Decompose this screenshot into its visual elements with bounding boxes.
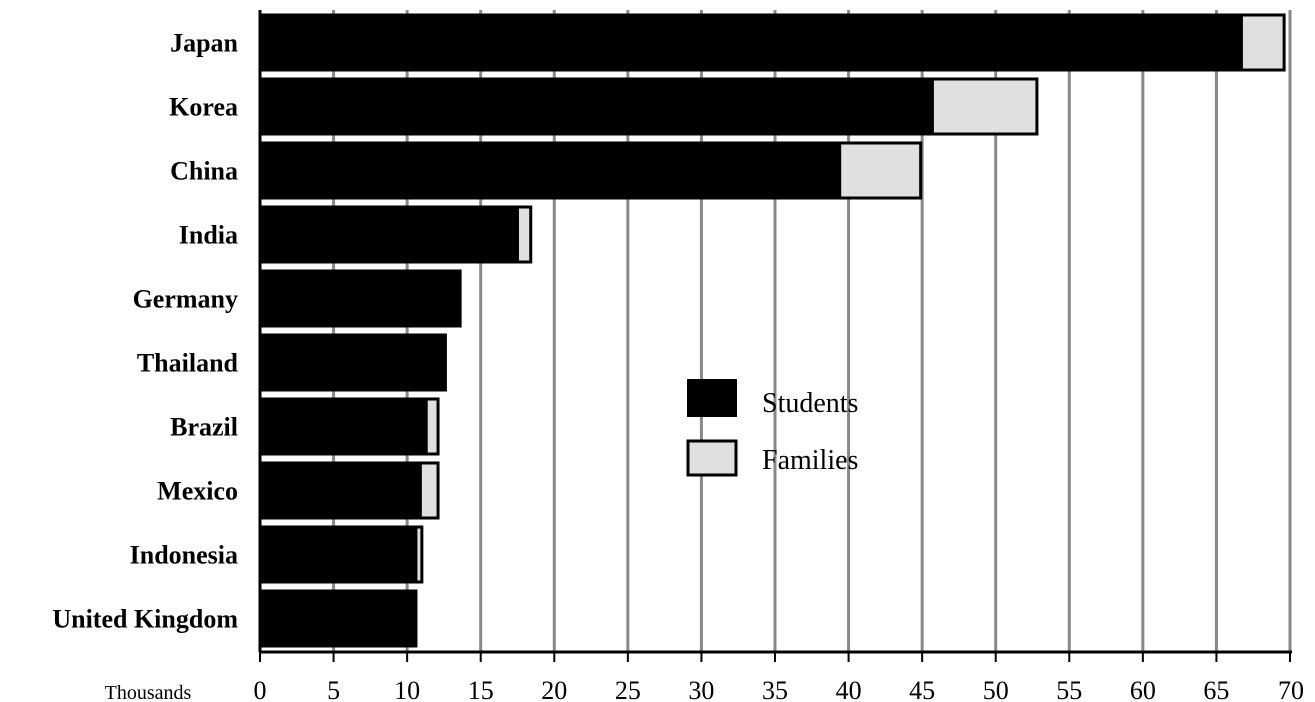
category-label: Mexico: [157, 477, 238, 506]
bar-families: [841, 143, 921, 198]
category-label: Indonesia: [130, 541, 238, 570]
legend-label-students: Students: [762, 388, 858, 419]
bar-students: [260, 271, 461, 326]
legend: Students Families: [686, 379, 858, 477]
legend-swatch-students: [687, 379, 737, 417]
bar-students: [260, 79, 934, 134]
x-axis-label: Thousands: [105, 682, 192, 702]
bar-students: [260, 399, 428, 454]
category-label: Brazil: [170, 413, 238, 442]
bar-families: [417, 527, 422, 582]
bar-students: [260, 335, 446, 390]
bar-students: [260, 15, 1243, 70]
bar-students: [260, 463, 422, 518]
bar-families: [421, 463, 439, 518]
category-label: Korea: [169, 93, 238, 122]
x-tick-label: 15: [468, 676, 494, 702]
bar-students: [260, 143, 842, 198]
bar-families: [933, 79, 1037, 134]
category-label: Japan: [170, 29, 238, 58]
bar-students: [260, 527, 418, 582]
bar-students: [260, 591, 416, 646]
bar-families: [518, 207, 531, 262]
bars: [258, 13, 1286, 648]
category-labels: Japan Korea China India Germany Thailand Brazi…: [52, 29, 238, 634]
category-label: United Kingdom: [52, 605, 238, 634]
bar-families: [1242, 15, 1285, 70]
x-tick-label: 0: [254, 676, 267, 702]
x-tick-label: 50: [983, 676, 1009, 702]
legend-swatch-families: [686, 439, 738, 477]
x-tick-label: 25: [615, 676, 641, 702]
x-tick-label: 30: [688, 676, 714, 702]
bar-students: [260, 207, 519, 262]
x-tick-label: 65: [1203, 676, 1229, 702]
x-tick-label: 60: [1130, 676, 1156, 702]
legend-label-families: Families: [762, 445, 858, 476]
x-tick-label: 35: [762, 676, 788, 702]
x-tick-label: 5: [327, 676, 340, 702]
bar-families: [427, 399, 439, 454]
x-tick-label: 45: [909, 676, 935, 702]
x-tick-label: 55: [1056, 676, 1082, 702]
x-tick-label: 10: [394, 676, 420, 702]
category-label: Germany: [133, 285, 238, 314]
x-ticks: 0 5 10 15 20 25 30 35 40 45 50 55 60 65 70: [254, 652, 1304, 702]
category-label: Thailand: [137, 349, 239, 378]
x-tick-label: 20: [541, 676, 567, 702]
x-tick-label: 40: [836, 676, 862, 702]
category-label: India: [179, 221, 238, 250]
category-label: China: [170, 157, 238, 186]
x-tick-label: 70: [1278, 676, 1304, 702]
